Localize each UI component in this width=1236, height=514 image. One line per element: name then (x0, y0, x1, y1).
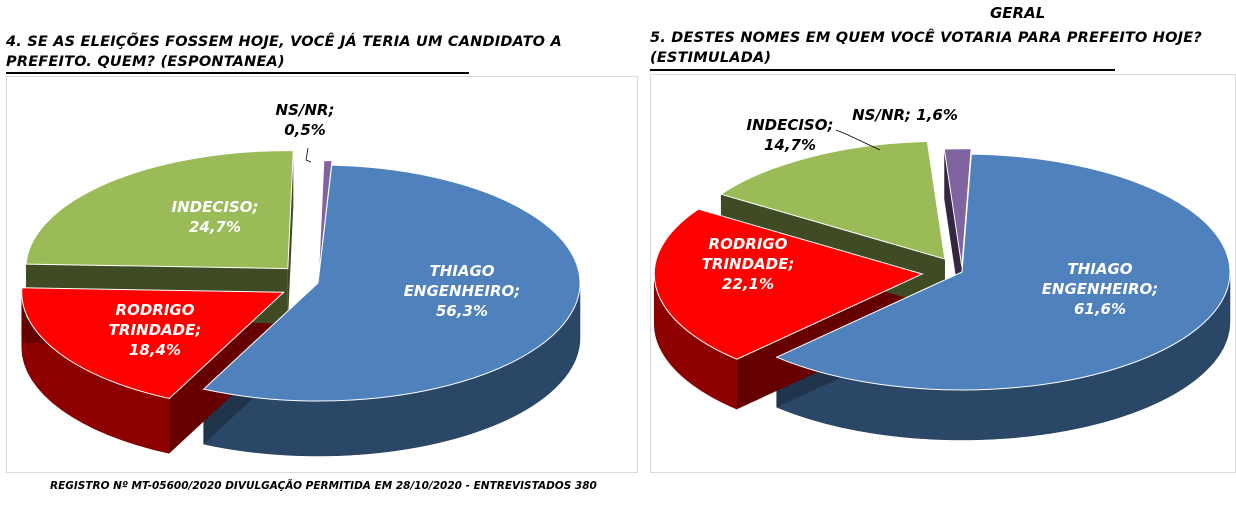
chart-1-title: 4. SE AS ELEIÇÕES FOSSEM HOJE, VOCÊ JÁ T… (6, 32, 562, 72)
pie-slice-1 (775, 153, 1231, 391)
pie-slice-2 (21, 287, 285, 399)
slice-label-3: INDECISO; 14,7% (747, 116, 834, 154)
slice-label-1: THIAGO ENGENHEIRO; 61,6% (1042, 260, 1159, 318)
leader-line-2 (835, 129, 881, 151)
pie-slice-4 (317, 160, 333, 279)
pie-slice-4 (943, 148, 972, 267)
slice-label-3: INDECISO; 24,7% (172, 198, 259, 236)
slice-label-1: THIAGO ENGENHEIRO; 56,3% (404, 262, 521, 320)
slice-label-4: NS/NR; 0,5% (276, 101, 335, 139)
pie-chart-2: THIAGO ENGENHEIRO; 61,6% RODRIGO TRINDADE; 22… (653, 106, 1231, 441)
footer-note: REGISTRO Nº MT-05600/2020 DIVULGAÇÃO PER… (50, 480, 597, 492)
pie-slice-3 (25, 150, 294, 270)
chart-2-title-line-2: (ESTIMULADA) (650, 50, 772, 66)
pie-slice-2 (653, 208, 924, 360)
chart-2-title-underline (650, 69, 1115, 71)
slice-label-2: RODRIGO TRINDADE; 22,1% (702, 235, 795, 293)
pie-slice-1 (202, 164, 581, 402)
chart-1-title-line-1: 4. SE AS ELEIÇÕES FOSSEM HOJE, VOCÊ JÁ T… (6, 34, 562, 50)
chart-1-title-underline (6, 72, 469, 74)
slice-label-4: NS/NR; 1,6% (852, 106, 958, 124)
pie-slice-3 (719, 140, 946, 260)
slice-edge-3 (287, 150, 294, 324)
chart-2-title: 5. DESTES NOMES EM QUEM VOCÊ VOTARIA PAR… (650, 28, 1202, 68)
leader-line-1 (305, 147, 312, 163)
pie-chart-1: THIAGO ENGENHEIRO; 56,3% RODRIGO TRINDADE; 18… (21, 101, 581, 457)
chart-1-title-line-2: PREFEITO. QUEM? (ESPONTANEA) (6, 54, 285, 70)
slice-label-2: RODRIGO TRINDADE; 18,4% (109, 301, 202, 359)
page-header: GERAL (990, 4, 1046, 22)
chart-2-title-line-1: 5. DESTES NOMES EM QUEM VOCÊ VOTARIA PAR… (650, 30, 1202, 46)
